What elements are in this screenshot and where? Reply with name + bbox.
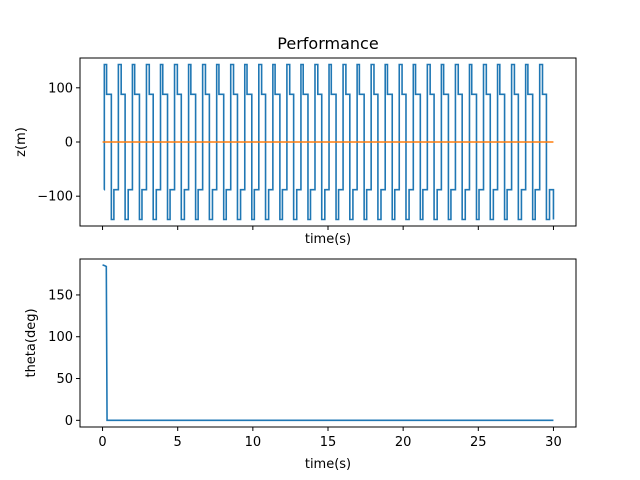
y-tick-label: 100 <box>48 330 73 345</box>
x-tick-label: 0 <box>98 435 106 450</box>
top-x-ticks <box>102 226 554 230</box>
bottom-subplot: 0 50 100 150 0 5 10 15 20 25 30 time(s) theta(deg… <box>24 258 577 472</box>
bottom-y-ticks: 0 50 100 150 <box>48 288 80 429</box>
x-tick-label: 25 <box>470 435 487 450</box>
chart-title: Performance <box>277 34 378 53</box>
x-tick-label: 30 <box>545 435 562 450</box>
bottom-x-axis-label: time(s) <box>305 457 351 472</box>
y-tick-label: 100 <box>48 81 73 96</box>
y-tick-label: 0 <box>65 136 73 151</box>
top-y-axis-label: z(m) <box>14 127 29 157</box>
y-tick-label: −100 <box>37 190 73 205</box>
series-line-theta <box>102 264 554 422</box>
x-tick-label: 20 <box>395 435 412 450</box>
top-plot-area <box>102 63 555 221</box>
x-tick-label: 10 <box>245 435 262 450</box>
top-x-axis-label: time(s) <box>305 232 351 247</box>
x-tick-label: 15 <box>320 435 337 450</box>
series-line-z-position <box>103 63 555 221</box>
x-tick-label: 5 <box>174 435 182 450</box>
bottom-plot-area <box>102 264 554 422</box>
y-tick-label: 50 <box>56 372 73 387</box>
top-y-ticks: −100 0 100 <box>37 81 80 205</box>
y-tick-label: 150 <box>48 288 73 303</box>
y-tick-label: 0 <box>65 414 73 429</box>
bottom-axes-frame <box>79 258 577 428</box>
top-subplot: Performance −100 0 100 time(s) z(m) <box>14 34 577 247</box>
bottom-x-ticks: 0 5 10 15 20 25 30 <box>98 427 562 450</box>
bottom-y-axis-label: theta(deg) <box>24 308 39 377</box>
top-axes-frame <box>79 57 577 227</box>
